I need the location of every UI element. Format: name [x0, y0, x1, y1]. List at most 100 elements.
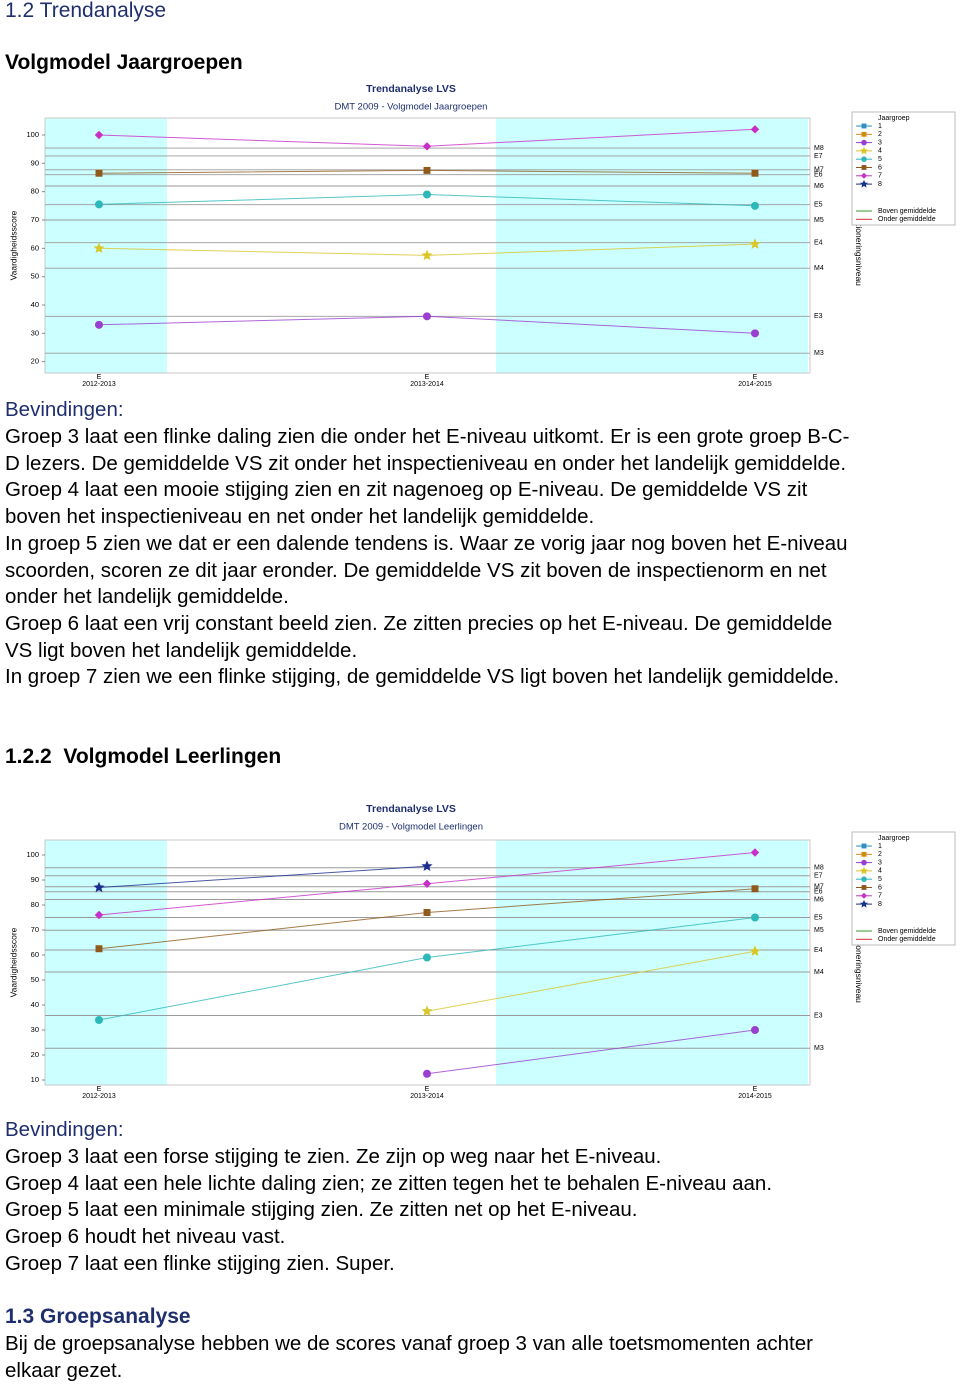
legend-item: 2	[856, 131, 882, 138]
y-tick-label: 60	[31, 950, 39, 959]
y2-axis-label: Functioneringsniveau	[854, 922, 864, 1003]
section-title: 1.2 Trendanalyse	[5, 0, 167, 22]
findings-text: Groep 3 laat een forse stijging te zien.…	[5, 1144, 772, 1278]
legend-item: 4	[856, 866, 882, 875]
legend-item: Boven gemiddelde	[856, 208, 936, 215]
marker	[751, 329, 759, 338]
marker	[751, 913, 759, 922]
y-tick-label: 90	[31, 875, 39, 884]
text-line: onder het landelijk gemiddelde.	[5, 585, 289, 609]
marker	[861, 851, 867, 857]
section-title: 1.3 Groepsanalyse	[5, 1305, 191, 1328]
level-label: M4	[814, 265, 824, 272]
y-tick-label: 10	[31, 1075, 39, 1084]
level-label: E4	[814, 947, 823, 954]
marker	[421, 1005, 433, 1016]
level-label: M3	[814, 350, 824, 357]
text-line: Groep 7 laat een flinke stijging zien. S…	[5, 1251, 395, 1275]
level-label: M8	[814, 145, 824, 152]
marker	[421, 249, 433, 261]
legend-item: 8	[856, 179, 882, 188]
y-tick-label: 70	[31, 925, 39, 934]
level-label: M7	[814, 884, 824, 891]
x-tick-label: 2012-2013	[82, 1093, 116, 1100]
marker	[861, 165, 867, 170]
marker	[422, 879, 432, 888]
level-label: M5	[814, 217, 824, 224]
y-tick-label: 40	[31, 300, 39, 309]
y-tick-label: 50	[31, 272, 39, 281]
y-axis-label: Vaardigheidsscore	[8, 927, 18, 997]
legend-label: 4	[878, 148, 882, 155]
text-line: In groep 7 zien we een flinke stijging, …	[5, 665, 840, 689]
legend-box	[851, 111, 956, 226]
y-tick-label: 40	[31, 1000, 39, 1009]
legend-label: 3	[878, 139, 882, 146]
legend-item: 8	[856, 899, 882, 908]
text-line: scoorden, scoren ze dit jaar eronder. De…	[5, 558, 827, 582]
text-line: Groep 4 laat een hele lichte daling zien…	[5, 1171, 773, 1195]
chart-subtitle: DMT 2009 - Volgmodel Jaargroepen	[335, 102, 488, 113]
marker	[93, 242, 105, 254]
y-tick-label: 100	[26, 130, 39, 139]
band	[45, 118, 167, 373]
marker	[861, 876, 867, 882]
band	[45, 840, 167, 1085]
legend-label: 4	[878, 868, 882, 875]
level-label: E3	[814, 313, 823, 320]
x-tick-label: 2014-2015	[738, 1093, 772, 1100]
marker	[859, 866, 869, 875]
y-tick-label: 80	[31, 187, 39, 196]
legend-label: 8	[878, 901, 882, 908]
marker	[423, 166, 431, 174]
legend-label: 7	[878, 893, 882, 900]
y-tick-label: 100	[26, 850, 39, 859]
findings-text: Groep 3 laat een flinke daling zien die …	[5, 424, 849, 691]
legend-item: 5	[856, 156, 882, 163]
y-tick-label: 70	[31, 215, 39, 224]
level-label: M6	[814, 896, 824, 903]
text-line: elkaar gezet.	[5, 1358, 123, 1382]
y2-axis-label: Functioneringsniveau	[854, 205, 864, 286]
legend-item: 7	[856, 173, 882, 180]
legend-label: 1	[878, 123, 882, 130]
marker	[859, 899, 869, 908]
marker	[95, 1016, 103, 1024]
marker	[749, 238, 761, 249]
legend-item: 1	[856, 123, 882, 130]
legend-label: 5	[878, 876, 882, 883]
marker	[95, 169, 103, 177]
paragraph: Bij de groepsanalyse hebben we de scores…	[5, 1331, 813, 1384]
legend-title: Jaargroep	[878, 115, 910, 122]
text-line: VS ligt boven het landelijk gemiddelde.	[5, 638, 358, 662]
chart-title: Trendanalyse LVS	[366, 803, 456, 815]
marker	[95, 945, 103, 953]
x-tick-label: 2014-2015	[738, 381, 772, 388]
level-label: M3	[814, 1045, 824, 1052]
x-tick-label: 2013-2014	[410, 381, 444, 388]
legend-item: Onder gemiddelde	[856, 936, 936, 943]
legend-label: 2	[878, 851, 882, 858]
legend-label: Boven gemiddelde	[878, 208, 936, 215]
legend-label: 6	[878, 884, 882, 891]
legend-item: 6	[856, 884, 882, 891]
x-tick-level: E	[425, 374, 430, 381]
text-line: Groep 6 laat een vrij constant beeld zie…	[5, 611, 833, 635]
x-tick-level: E	[753, 1086, 758, 1093]
text-line: D lezers. De gemiddelde VS zit onder het…	[5, 451, 847, 475]
legend-label: Onder gemiddelde	[878, 936, 936, 943]
text-line: Bij de groepsanalyse hebben we de scores…	[5, 1332, 813, 1355]
level-label: M4	[814, 969, 824, 976]
marker	[421, 860, 433, 871]
level-label: M8	[814, 865, 824, 872]
section-title: 1.2.2 Volgmodel Leerlingen	[5, 745, 282, 768]
chart: Trendanalyse LVS DMT 2009 - Volgmodel Lee…	[8, 803, 956, 1100]
chart: Trendanalyse LVS DMT 2009 - Volgmodel Jaa…	[8, 83, 956, 388]
marker	[423, 312, 431, 321]
legend-item: 7	[856, 893, 882, 900]
plot-frame	[44, 117, 811, 374]
x-tick-label: 2012-2013	[82, 381, 116, 388]
y-tick-label: 20	[31, 1050, 39, 1059]
chart-subtitle: DMT 2009 - Volgmodel Leerlingen	[339, 822, 483, 833]
